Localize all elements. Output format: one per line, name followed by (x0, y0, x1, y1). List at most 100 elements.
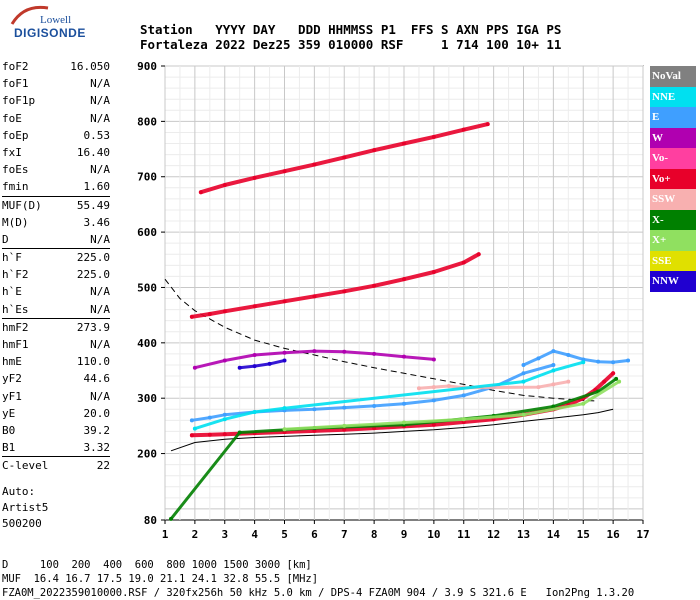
echo-point (614, 376, 619, 381)
electron-density-profile (170, 408, 614, 452)
echo-point (521, 412, 526, 417)
x-tick-label: 3 (221, 528, 228, 541)
param-name: h`F2 (2, 268, 29, 282)
echo-point (521, 362, 526, 367)
echo-point (282, 358, 287, 363)
y-tick-label: 700 (137, 171, 157, 184)
legend-item-vo-: Vo+ (650, 168, 696, 189)
echo-point (342, 405, 347, 410)
legend-item-ssw: SSW (650, 189, 696, 210)
y-tick-label: 400 (137, 337, 157, 350)
x-tick-label: 10 (427, 528, 440, 541)
x-tick-label: 6 (311, 528, 318, 541)
param-value: 110.0 (76, 355, 110, 369)
logo-line1: Lowell (40, 14, 72, 26)
param-row: h`F 225.0 (2, 249, 110, 266)
x-tick-label: 12 (487, 528, 500, 541)
param-row: D N/A (2, 231, 110, 248)
param-name: foF1p (2, 94, 36, 108)
param-row: foEp 0.53 (2, 127, 110, 144)
echo-point (566, 379, 571, 384)
param-row: C-level 22 (2, 457, 110, 474)
x-tick-label: 17 (636, 528, 649, 541)
scaled-parameters-panel: foF2 16.050 foF1 N/A foF1p N/A foE N/A foEp 0.53 f… (2, 58, 110, 475)
legend-item-x-: X+ (650, 230, 696, 251)
param-row: fxI 16.40 (2, 144, 110, 161)
auto-version: 500200 (2, 517, 42, 530)
echo-point (551, 362, 556, 367)
param-separator (2, 317, 110, 319)
echo-point (342, 155, 347, 160)
echo-point (431, 422, 436, 427)
param-row: B1 3.32 (2, 439, 110, 456)
lowell-digisonde-logo: Lowell DIGISONDE (0, 0, 120, 46)
echo-point (222, 412, 227, 417)
x-tick-label: 7 (341, 528, 348, 541)
param-name: yF1 (2, 389, 22, 403)
polarization-legend: NoVal NNE E W Vo- Vo+ SSW X- X+ SSE NNW (650, 66, 696, 292)
x-tick-label: 5 (281, 528, 288, 541)
echo-point (461, 417, 466, 422)
echo-point (192, 426, 197, 431)
param-separator (2, 456, 110, 458)
echo-point (192, 365, 197, 370)
echo-point (312, 349, 317, 354)
param-row: h`E N/A (2, 283, 110, 300)
echo-point (282, 350, 287, 355)
param-value: 225.0 (76, 251, 110, 265)
echo-point (446, 384, 451, 389)
echo-point (596, 359, 601, 364)
y-tick-label: 300 (137, 392, 157, 405)
param-name: h`F (2, 251, 22, 265)
param-row: foE N/A (2, 110, 110, 127)
param-row: foEs N/A (2, 161, 110, 178)
x-tick-label: 11 (457, 528, 471, 541)
x-tick-label: 1 (162, 528, 169, 541)
echo-point (282, 406, 287, 411)
echo-point (252, 175, 257, 180)
echo-point (222, 432, 227, 437)
echo-point (402, 420, 406, 425)
param-row: B0 39.2 (2, 422, 110, 439)
param-value: 0.53 (83, 128, 111, 142)
x-tick-label: 2 (192, 528, 199, 541)
param-row: MUF(D) 55.49 (2, 197, 110, 214)
param-row: hmF2 273.9 (2, 319, 110, 336)
param-name: yF2 (2, 372, 22, 386)
param-name: fmin (2, 180, 29, 194)
echo-trace-nnw (238, 359, 286, 370)
x-tick-label: 16 (607, 528, 621, 541)
echo-point (189, 418, 194, 423)
param-value: N/A (90, 94, 110, 108)
echo-point (222, 417, 227, 422)
x-tick-label: 4 (251, 528, 258, 541)
echo-point (282, 427, 287, 432)
echo-point (551, 404, 556, 409)
echo-point (372, 351, 377, 356)
param-row: hmF1 N/A (2, 336, 110, 353)
header-row-values: Fortaleza 2022 Dez25 359 010000 RSF 1 71… (140, 37, 562, 52)
legend-item-w: W (650, 127, 696, 148)
param-name: D (2, 232, 9, 246)
param-value: 225.0 (76, 268, 110, 282)
echo-point (312, 162, 317, 167)
echo-point (222, 358, 227, 363)
echo-point (551, 368, 556, 373)
legend-item-noval: NoVal (650, 66, 696, 87)
param-value: 1.60 (83, 180, 111, 194)
echo-point (461, 393, 466, 398)
echo-point (431, 357, 436, 362)
param-value: 3.32 (83, 441, 111, 455)
echo-point (461, 127, 466, 132)
y-tick-label: 900 (137, 60, 157, 73)
echo-point (342, 423, 347, 428)
param-row: fmin 1.60 (2, 178, 110, 195)
echo-point (485, 122, 490, 127)
station-header: Station YYYY DAY DDD HHMMSS P1 FFS S AXN… (140, 22, 561, 52)
param-value: N/A (90, 302, 110, 316)
echo-point (461, 420, 466, 425)
param-name: hmF1 (2, 338, 29, 351)
param-value: N/A (90, 163, 110, 177)
footer-info: D 100 200 400 600 800 1000 1500 3000 [km… (2, 558, 634, 600)
param-name: B1 (2, 441, 16, 455)
